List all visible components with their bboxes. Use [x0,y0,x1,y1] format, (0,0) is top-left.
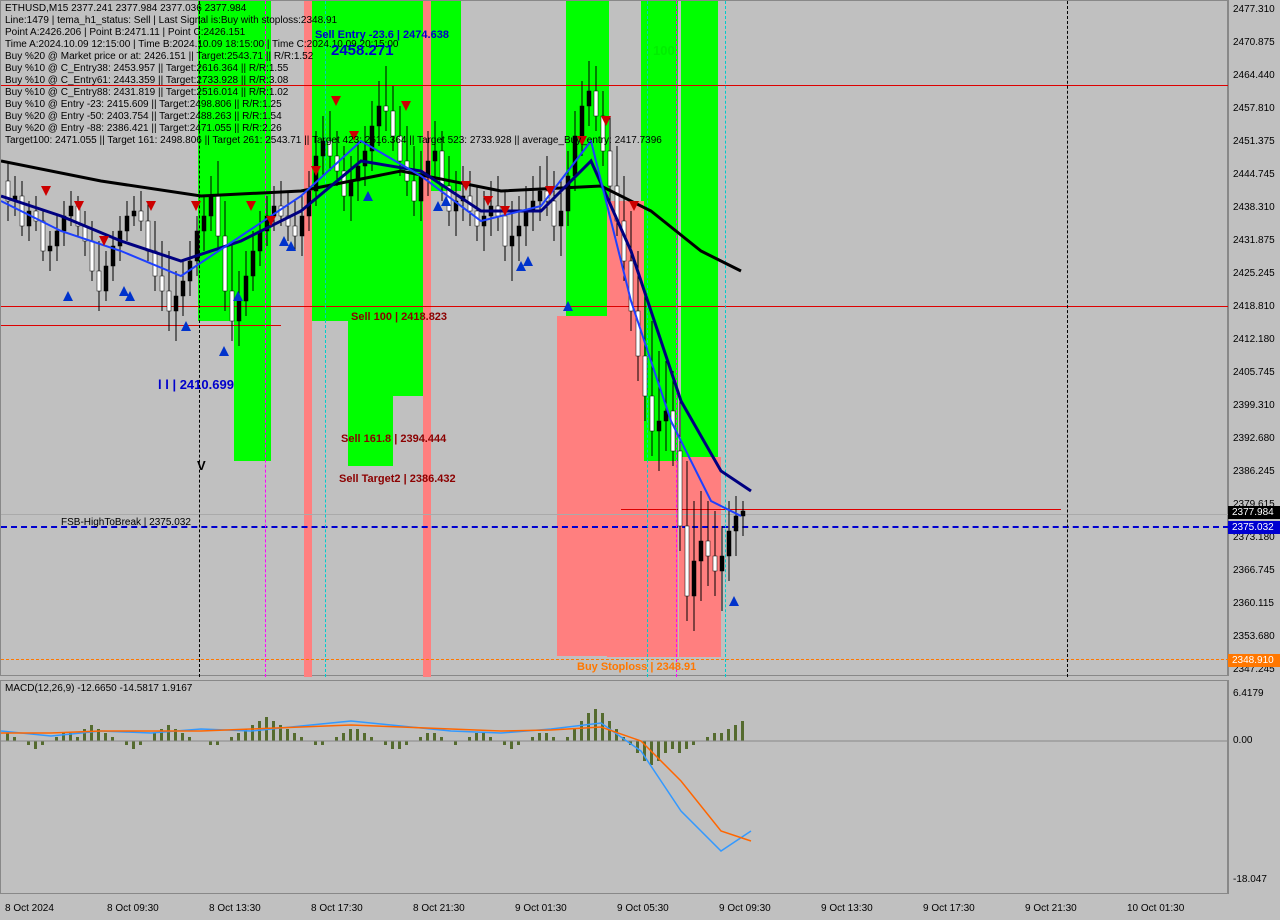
arrow-up-icon [523,256,533,266]
x-axis-label: 10 Oct 01:30 [1127,903,1184,914]
arrow-up-icon [125,291,135,301]
y-axis-label: 2405.745 [1233,367,1275,378]
price-tag: 2348.910 [1228,654,1280,667]
sell-161: Sell 161.8 | 2394.444 [341,433,446,445]
arrow-up-icon [233,291,243,301]
arrow-up-icon [363,191,373,201]
y-axis-label: 2360.115 [1233,598,1274,609]
arrow-up-icon [219,346,229,356]
arrow-up-icon [729,596,739,606]
macd-layer [1,681,1229,895]
arrow-down-icon [500,206,510,216]
sell-entry-val: 2458.271 [331,42,394,59]
y-axis-label: 2418.810 [1233,301,1275,312]
info-line: Target100: 2471.055 || Target 161: 2498.… [5,135,662,146]
y-axis-macd-label: 6.4179 [1233,688,1264,699]
chart-title: ETHUSD,M15 2377.241 2377.984 2377.036 23… [5,3,246,14]
arrow-down-icon [331,96,341,106]
y-axis-label: 2477.310 [1233,4,1275,15]
y-axis-label: 2438.310 [1233,202,1275,213]
y-axis-label: 2366.745 [1233,565,1275,576]
y-axis-label: 2353.680 [1233,631,1275,642]
y-axis-label: 2431.875 [1233,235,1275,246]
x-axis: 8 Oct 2024 8 Oct 09:30 8 Oct 13:30 8 Oct 17… [0,894,1228,920]
x-axis-label: 9 Oct 17:30 [923,903,975,914]
main-price-chart[interactable]: ETHUSD,M15 2377.241 2377.984 2377.036 23… [0,0,1228,676]
arrow-down-icon [41,186,51,196]
arrow-down-icon [246,201,256,211]
info-line: Buy %10 @ C_Entry38: 2453.957 || Target:… [5,63,288,74]
y-axis-label: 2392.680 [1233,433,1275,444]
info-line: Point A:2426.206 | Point B:2471.11 | Poi… [5,27,245,38]
arrow-down-icon [311,166,321,176]
y-axis-label: 2425.245 [1233,268,1275,279]
arrow-down-icon [266,216,276,226]
sell-target2: Sell Target2 | 2386.432 [339,473,456,485]
arrow-down-icon [545,186,555,196]
y-axis-label: 2470.875 [1233,37,1275,48]
info-line: Buy %10 @ Entry -23: 2415.609 || Target:… [5,99,282,110]
y-axis-main: 2477.310 2470.875 2464.440 2457.810 2451.375… [1228,0,1280,676]
arrow-up-icon [286,241,296,251]
ll-label: l l | 2410.699 [158,377,234,392]
price-tag: 2375.032 [1228,521,1280,534]
x-axis-label: 9 Oct 09:30 [719,903,771,914]
x-axis-label: 9 Oct 01:30 [515,903,567,914]
buy-stoploss: Buy Stoploss | 2348.91 [577,661,696,673]
arrow-down-icon [483,196,493,206]
y-axis-label: 2444.745 [1233,169,1275,180]
arrow-down-icon [74,201,84,211]
info-line: Buy %20 @ Entry -88: 2386.421 || Target:… [5,123,282,134]
y-axis-macd-label: -18.047 [1233,874,1267,885]
arrow-up-icon [441,196,451,206]
y-axis-label: 2451.375 [1233,136,1275,147]
y-axis-macd: 6.4179 0.00 -18.047 [1228,680,1280,894]
info-line: Buy %10 @ C_Entry61: 2443.359 || Target:… [5,75,288,86]
info-line: Buy %20 @ Entry -50: 2403.754 || Target:… [5,111,282,122]
arrow-down-icon [401,101,411,111]
x-axis-label: 9 Oct 05:30 [617,903,669,914]
arrow-up-icon [63,291,73,301]
x-axis-label: 8 Oct 21:30 [413,903,465,914]
info-line: Buy %20 @ Market price or at: 2426.151 |… [5,51,313,62]
x-axis-label: 8 Oct 13:30 [209,903,261,914]
arrow-down-icon [601,116,611,126]
y-axis-label: 2457.810 [1233,103,1275,114]
arrow-up-icon [181,321,191,331]
x-axis-label: 9 Oct 21:30 [1025,903,1077,914]
fsb-label: FSB-HighToBreak | 2375.032 [61,517,191,528]
sell-100: Sell 100 | 2418.823 [351,311,447,323]
macd-chart[interactable]: MACD(12,26,9) -12.6650 -14.5817 1.9167 [0,680,1228,894]
hundred-label: 100 [653,43,675,58]
arrow-down-icon [146,201,156,211]
arrow-up-icon [563,301,573,311]
arrow-down-icon [191,201,201,211]
info-line: Buy %10 @ C_Entry88: 2431.819 || Target:… [5,87,288,98]
y-axis-macd-label: 0.00 [1233,735,1252,746]
x-axis-label: 8 Oct 2024 [5,903,54,914]
y-axis-label: 2464.440 [1233,70,1275,81]
arrow-down-icon [629,201,639,211]
price-tag: 2377.984 [1228,506,1280,519]
info-line: Line:1479 | tema_h1_status: Sell | Last … [5,15,337,26]
v-label: V [197,458,206,473]
x-axis-label: 9 Oct 13:30 [821,903,873,914]
x-axis-label: 8 Oct 17:30 [311,903,363,914]
arrow-down-icon [99,236,109,246]
x-axis-label: 8 Oct 09:30 [107,903,159,914]
sell-entry-label: Sell Entry -23.6 | 2474.638 [315,29,449,41]
y-axis-label: 2386.245 [1233,466,1275,477]
arrow-down-icon [461,181,471,191]
y-axis-label: 2412.180 [1233,334,1275,345]
y-axis-label: 2399.310 [1233,400,1275,411]
